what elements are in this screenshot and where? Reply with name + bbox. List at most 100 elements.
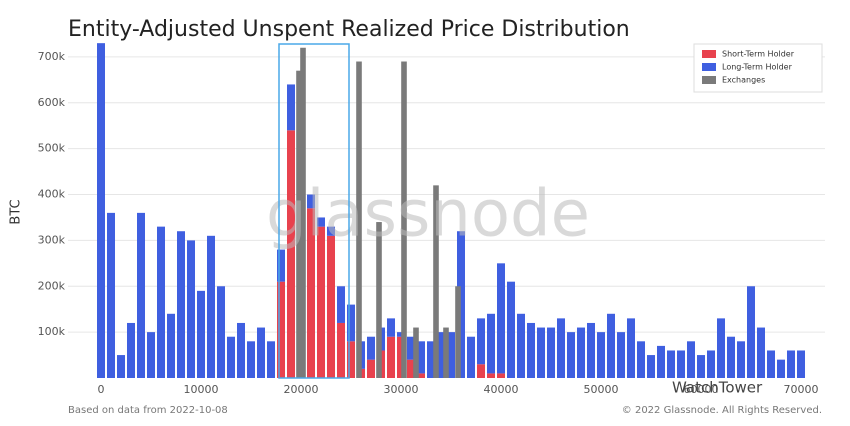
x-tick-label: 60000	[684, 383, 719, 396]
bar	[487, 373, 495, 378]
bar	[257, 327, 265, 378]
bar	[527, 322, 535, 378]
footnote: © 2022 Glassnode. All Rights Reserved.	[622, 405, 822, 416]
bar	[647, 355, 655, 378]
bar	[607, 313, 615, 378]
bar	[707, 350, 715, 378]
bar	[455, 286, 461, 378]
bar	[697, 355, 705, 378]
bar	[677, 350, 685, 378]
bar	[587, 322, 595, 378]
y-axis-label: BTC	[9, 199, 24, 224]
y-tick-label: 200k	[38, 279, 66, 292]
bar	[567, 332, 575, 378]
bar	[577, 327, 585, 378]
bar	[557, 318, 565, 378]
bar	[767, 350, 775, 378]
bar	[547, 327, 555, 378]
y-tick-label: 400k	[38, 188, 66, 201]
bar	[427, 341, 435, 378]
bar	[267, 341, 275, 378]
bar	[477, 318, 485, 365]
bar	[777, 359, 785, 378]
y-tick-label: 600k	[38, 96, 66, 109]
legend-label: Long-Term Holder	[722, 63, 793, 72]
bar	[467, 336, 475, 378]
x-tick-label: 40000	[484, 383, 519, 396]
plot-area: 100k 200k 300k 400k 500k 600k 700k 0 10000 20000 3…	[38, 43, 825, 396]
bar	[477, 364, 485, 378]
x-tick-label: 50000	[584, 383, 619, 396]
bar	[97, 43, 105, 379]
bar	[387, 318, 395, 337]
bar	[437, 332, 445, 378]
legend-swatch	[702, 63, 716, 71]
x-tick-label: 30000	[384, 383, 419, 396]
bar	[497, 263, 505, 374]
watermark: glassnode	[266, 178, 590, 252]
bar	[337, 286, 345, 323]
legend-label: Exchanges	[722, 76, 765, 85]
bar	[497, 373, 505, 378]
bar	[667, 350, 675, 378]
bar	[296, 70, 302, 379]
bar	[597, 332, 605, 378]
bar	[117, 355, 125, 378]
bar	[167, 313, 175, 378]
bar	[637, 341, 645, 378]
bar	[737, 341, 745, 378]
x-tick-label: 10000	[184, 383, 219, 396]
bar	[237, 322, 245, 378]
bar	[287, 84, 295, 131]
bar	[247, 341, 255, 378]
bar	[413, 327, 419, 378]
highlight-box	[278, 43, 350, 379]
bar	[327, 226, 335, 236]
bar	[157, 226, 165, 378]
bar	[787, 350, 795, 378]
bar	[127, 322, 135, 378]
bar	[537, 327, 545, 378]
y-tick-label: 500k	[38, 142, 66, 155]
bar	[187, 240, 195, 378]
bar	[147, 332, 155, 378]
legend-swatch	[702, 76, 716, 84]
bar	[507, 281, 515, 378]
bar	[757, 327, 765, 378]
bar	[347, 341, 355, 378]
bar	[287, 130, 295, 378]
bar	[337, 322, 345, 378]
bar	[307, 208, 315, 378]
bar	[397, 332, 405, 337]
bar	[457, 231, 465, 378]
bar	[367, 359, 375, 378]
bar	[300, 47, 306, 378]
bar	[307, 194, 315, 209]
bar	[347, 304, 355, 342]
bar	[277, 249, 285, 282]
bar	[447, 332, 455, 378]
bar	[417, 373, 425, 378]
bar	[687, 341, 695, 378]
overlay-text: WatchTower	[672, 379, 763, 397]
bar	[397, 336, 405, 378]
bar	[407, 336, 415, 360]
bar	[387, 336, 395, 378]
x-tick-label: 20000	[284, 383, 319, 396]
bar	[407, 359, 415, 378]
bar	[197, 290, 205, 378]
y-tick-label: 700k	[38, 50, 66, 63]
bar	[717, 318, 725, 378]
bar	[207, 235, 215, 378]
bar	[356, 61, 362, 379]
footnote: Based on data from 2022-10-08	[68, 405, 228, 416]
bar	[487, 313, 495, 374]
y-tick-label: 300k	[38, 233, 66, 246]
bar	[177, 231, 185, 378]
bar	[517, 313, 525, 378]
bar	[747, 286, 755, 378]
bar	[433, 185, 439, 378]
x-tick-label: 0	[98, 383, 105, 396]
